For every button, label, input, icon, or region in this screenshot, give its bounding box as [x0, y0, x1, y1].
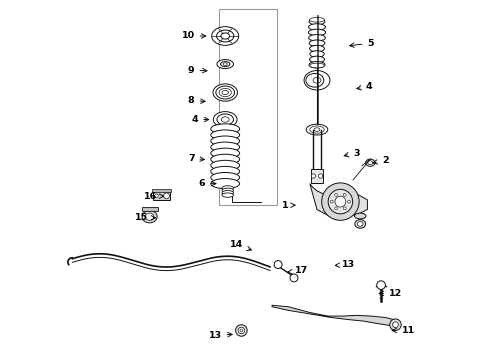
- Ellipse shape: [357, 221, 363, 226]
- Circle shape: [321, 183, 359, 220]
- Ellipse shape: [217, 60, 233, 69]
- Circle shape: [164, 193, 170, 199]
- Polygon shape: [272, 305, 400, 326]
- Ellipse shape: [309, 24, 325, 30]
- Ellipse shape: [142, 211, 157, 223]
- Circle shape: [335, 193, 338, 196]
- Ellipse shape: [304, 71, 330, 90]
- Circle shape: [330, 200, 333, 203]
- Ellipse shape: [222, 90, 228, 95]
- Ellipse shape: [309, 40, 325, 46]
- Ellipse shape: [310, 63, 324, 68]
- Polygon shape: [310, 184, 368, 216]
- Ellipse shape: [211, 130, 240, 140]
- Circle shape: [335, 207, 338, 210]
- Ellipse shape: [309, 35, 325, 41]
- Ellipse shape: [222, 188, 233, 193]
- Text: 15: 15: [135, 213, 155, 222]
- Circle shape: [343, 193, 346, 196]
- Ellipse shape: [306, 73, 324, 87]
- Ellipse shape: [240, 329, 243, 332]
- Ellipse shape: [355, 220, 366, 228]
- Ellipse shape: [211, 136, 240, 146]
- Ellipse shape: [211, 179, 240, 189]
- Ellipse shape: [222, 190, 233, 195]
- Text: 13: 13: [208, 331, 232, 340]
- Text: 8: 8: [188, 96, 205, 105]
- Ellipse shape: [306, 124, 328, 135]
- Circle shape: [377, 281, 386, 289]
- Ellipse shape: [213, 112, 237, 127]
- Ellipse shape: [238, 327, 245, 334]
- Text: 16: 16: [144, 192, 164, 201]
- Ellipse shape: [310, 45, 324, 52]
- Ellipse shape: [222, 193, 233, 197]
- Ellipse shape: [217, 30, 234, 42]
- Ellipse shape: [145, 213, 154, 220]
- Text: 10: 10: [181, 31, 206, 40]
- Text: 17: 17: [288, 266, 308, 275]
- Circle shape: [392, 322, 398, 328]
- Circle shape: [274, 261, 282, 269]
- Text: 11: 11: [392, 326, 415, 335]
- Ellipse shape: [313, 77, 321, 83]
- Ellipse shape: [310, 56, 324, 63]
- Circle shape: [290, 274, 298, 282]
- Ellipse shape: [308, 29, 326, 36]
- Ellipse shape: [310, 126, 324, 133]
- Ellipse shape: [220, 62, 230, 67]
- Bar: [219, 9, 277, 205]
- Ellipse shape: [213, 84, 238, 101]
- Text: 4: 4: [357, 82, 372, 91]
- Bar: [142, 207, 157, 211]
- Ellipse shape: [211, 166, 240, 176]
- Circle shape: [390, 319, 401, 330]
- Ellipse shape: [212, 27, 239, 45]
- Text: 4: 4: [192, 115, 209, 124]
- Text: 12: 12: [379, 289, 402, 298]
- Text: 3: 3: [344, 149, 360, 158]
- Circle shape: [155, 194, 158, 198]
- Ellipse shape: [211, 172, 240, 183]
- Text: 14: 14: [230, 240, 251, 251]
- Text: 9: 9: [188, 66, 207, 75]
- Ellipse shape: [221, 33, 229, 39]
- Ellipse shape: [221, 117, 229, 122]
- Ellipse shape: [211, 124, 240, 134]
- Circle shape: [347, 200, 350, 203]
- Text: 7: 7: [188, 154, 204, 163]
- Circle shape: [328, 189, 353, 214]
- Ellipse shape: [217, 114, 233, 125]
- Ellipse shape: [310, 18, 324, 22]
- Ellipse shape: [216, 86, 235, 99]
- Ellipse shape: [222, 186, 233, 190]
- Text: 1: 1: [282, 201, 295, 210]
- Circle shape: [318, 174, 323, 178]
- Ellipse shape: [366, 159, 375, 166]
- Ellipse shape: [310, 51, 324, 57]
- Ellipse shape: [314, 128, 320, 131]
- Ellipse shape: [211, 154, 240, 164]
- Ellipse shape: [309, 62, 325, 68]
- Bar: [313, 169, 321, 183]
- Ellipse shape: [211, 142, 240, 152]
- Circle shape: [343, 207, 346, 210]
- Circle shape: [311, 174, 316, 178]
- Text: 6: 6: [199, 179, 216, 188]
- Circle shape: [335, 196, 346, 207]
- Text: 13: 13: [335, 260, 355, 269]
- Ellipse shape: [211, 160, 240, 170]
- Ellipse shape: [309, 18, 325, 25]
- Bar: [153, 191, 170, 200]
- Bar: [311, 169, 323, 183]
- Ellipse shape: [236, 325, 247, 336]
- Text: 2: 2: [373, 156, 389, 165]
- Ellipse shape: [368, 161, 373, 165]
- Bar: [152, 189, 171, 192]
- Ellipse shape: [223, 63, 227, 66]
- Ellipse shape: [354, 213, 366, 219]
- Text: 5: 5: [350, 39, 374, 48]
- Ellipse shape: [219, 88, 231, 96]
- Ellipse shape: [211, 148, 240, 158]
